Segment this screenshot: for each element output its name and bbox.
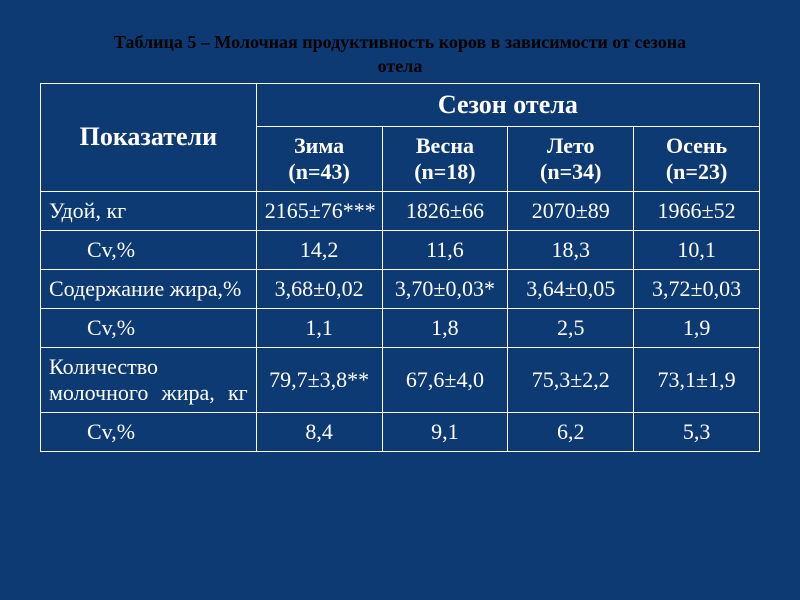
cell: 3,68±0,02 [256, 269, 382, 308]
row-label: Cv,% [41, 230, 257, 269]
cell: 3,72±0,03 [634, 269, 760, 308]
table-row: Содержание жира,%3,68±0,023,70±0,03*3,64… [41, 269, 760, 308]
cell: 10,1 [634, 230, 760, 269]
cell: 11,6 [382, 230, 508, 269]
th-summer: Лето (n=34) [508, 126, 634, 191]
th-season: Сезон отела [256, 83, 759, 126]
caption-line1: Таблица 5 – Молочная продуктивность коро… [114, 32, 686, 52]
cell: 1,9 [634, 308, 760, 347]
row-label: Количество молочного жира, кг [41, 347, 257, 412]
cell: 9,1 [382, 412, 508, 451]
cell: 6,2 [508, 412, 634, 451]
row-label: Содержание жира,% [41, 269, 257, 308]
header-row-1: Показатели Сезон отела [41, 83, 760, 126]
cell: 79,7±3,8** [256, 347, 382, 412]
table-body: Удой, кг2165±76***1826±662070±891966±52C… [41, 191, 760, 451]
th-winter: Зима (n=43) [256, 126, 382, 191]
th-autumn: Осень (n=23) [634, 126, 760, 191]
table-row: Cv,%8,49,16,25,3 [41, 412, 760, 451]
row-label: Cv,% [41, 412, 257, 451]
cell: 67,6±4,0 [382, 347, 508, 412]
cell: 18,3 [508, 230, 634, 269]
cell: 3,70±0,03* [382, 269, 508, 308]
table-row: Удой, кг2165±76***1826±662070±891966±52 [41, 191, 760, 230]
cell: 1826±66 [382, 191, 508, 230]
slide: Таблица 5 – Молочная продуктивность коро… [0, 0, 800, 600]
cell: 8,4 [256, 412, 382, 451]
th-spring: Весна (n=18) [382, 126, 508, 191]
cell: 1966±52 [634, 191, 760, 230]
table-caption: Таблица 5 – Молочная продуктивность коро… [40, 30, 760, 79]
data-table: Показатели Сезон отела Зима (n=43) Весна… [40, 83, 760, 452]
cell: 5,3 [634, 412, 760, 451]
row-label: Удой, кг [41, 191, 257, 230]
cell: 1,1 [256, 308, 382, 347]
table-row: Cv,%1,11,82,51,9 [41, 308, 760, 347]
caption-line2: отела [40, 54, 760, 78]
cell: 2,5 [508, 308, 634, 347]
cell: 2070±89 [508, 191, 634, 230]
cell: 75,3±2,2 [508, 347, 634, 412]
table-row: Количество молочного жира, кг79,7±3,8**6… [41, 347, 760, 412]
cell: 1,8 [382, 308, 508, 347]
cell: 73,1±1,9 [634, 347, 760, 412]
row-label: Cv,% [41, 308, 257, 347]
cell: 14,2 [256, 230, 382, 269]
cell: 2165±76*** [256, 191, 382, 230]
cell: 3,64±0,05 [508, 269, 634, 308]
th-indicators: Показатели [41, 83, 257, 191]
table-row: Cv,%14,211,618,310,1 [41, 230, 760, 269]
